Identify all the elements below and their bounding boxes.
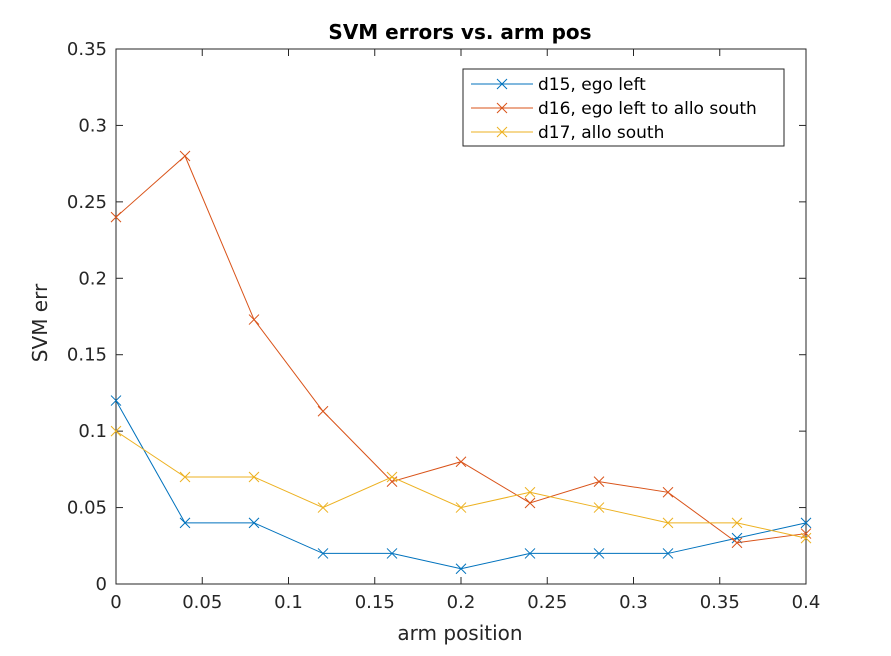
data-point	[455, 563, 467, 575]
data-point	[455, 456, 467, 468]
chart-title: SVM errors vs. arm pos	[328, 20, 591, 44]
data-point	[731, 537, 743, 549]
x-tick-label: 0	[110, 592, 121, 613]
y-tick-label: 0.2	[78, 268, 107, 289]
data-point	[455, 502, 467, 513]
y-tick-label: 0.35	[67, 39, 107, 60]
x-tick-label: 0.35	[700, 592, 740, 613]
series-1	[110, 395, 812, 575]
legend: d15, ego left d16, ego left to allo south…	[462, 68, 785, 147]
data-point	[248, 471, 260, 483]
data-point	[110, 425, 122, 437]
data-point	[317, 502, 329, 513]
y-tick-label: 0.05	[67, 498, 107, 519]
series-3	[110, 425, 812, 544]
data-point	[731, 532, 743, 544]
data-point	[179, 150, 191, 162]
y-axis-label: SVM err	[28, 283, 52, 362]
data-point	[110, 395, 122, 406]
legend-marker	[496, 102, 508, 114]
data-point	[593, 476, 605, 487]
data-point	[248, 517, 260, 529]
y-tick-label: 0.1	[78, 421, 107, 442]
x-tick-label: 0.1	[274, 592, 303, 613]
data-point	[386, 548, 398, 559]
data-point	[800, 517, 812, 529]
x-tick-label: 0.3	[619, 592, 648, 613]
data-point	[317, 405, 329, 417]
x-tick-label: 0.2	[447, 592, 476, 613]
data-point	[593, 502, 605, 513]
data-point	[662, 517, 674, 529]
data-point	[524, 497, 536, 509]
y-tick-label: 0.25	[67, 192, 107, 213]
legend-label: d16, ego left to allo south	[538, 99, 757, 119]
x-tick-label: 0.25	[527, 592, 567, 613]
legend-label: d15, ego left	[538, 75, 646, 95]
data-point	[179, 517, 191, 529]
y-tick-label: 0.15	[67, 345, 107, 366]
legend-marker	[496, 78, 508, 90]
x-axis-label: arm position	[397, 621, 522, 645]
x-tick-label: 0.15	[355, 592, 395, 613]
data-point	[317, 548, 329, 559]
data-point	[800, 532, 812, 544]
series-2	[110, 150, 812, 549]
legend-label: d17, allo south	[538, 123, 664, 143]
data-point	[386, 471, 398, 483]
legend-marker	[496, 126, 508, 138]
data-point	[731, 517, 743, 529]
data-point	[110, 211, 122, 223]
x-tick-label: 0.05	[182, 592, 222, 613]
data-point	[662, 548, 674, 559]
y-tick-label: 0.3	[78, 115, 107, 136]
data-point	[179, 471, 191, 483]
data-point	[524, 486, 536, 498]
data-point	[248, 314, 260, 325]
y-tick-label: 0	[96, 574, 107, 595]
data-point	[524, 548, 536, 559]
data-point	[593, 548, 605, 559]
x-tick-label: 0.4	[792, 592, 821, 613]
data-point	[662, 486, 674, 498]
